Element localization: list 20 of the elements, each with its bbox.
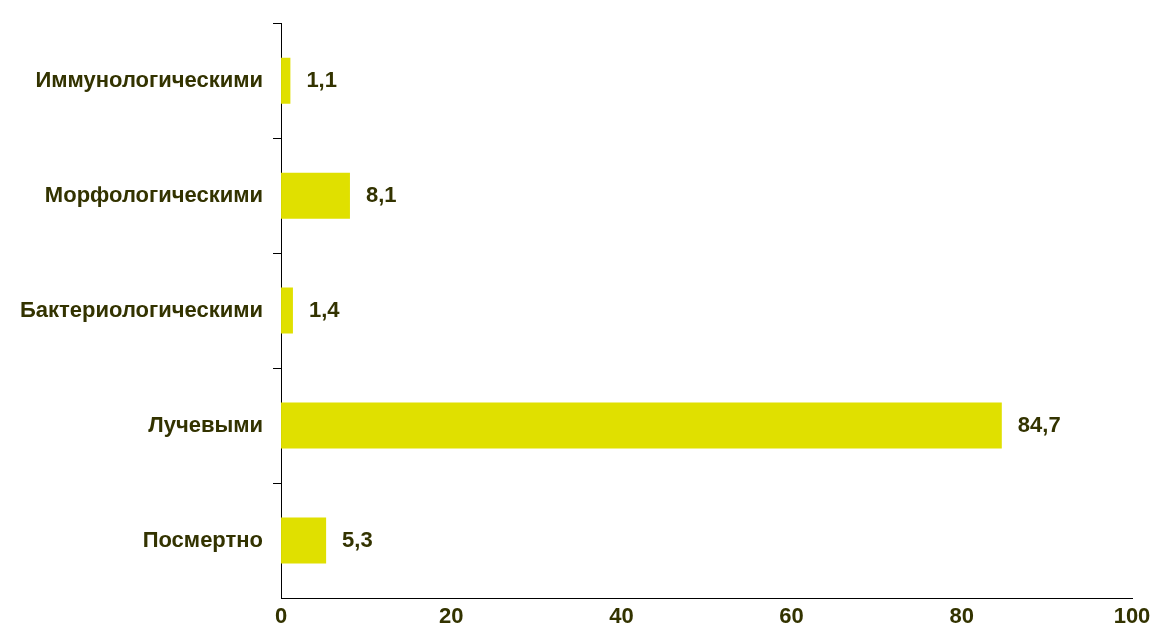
data-label: 5,3 xyxy=(342,526,373,552)
bar xyxy=(281,402,1002,449)
x-tick-label: 60 xyxy=(779,603,804,629)
x-tick-label: 40 xyxy=(609,603,634,629)
y-tick-label: Лучевыми xyxy=(148,411,264,437)
bar xyxy=(281,517,327,564)
x-tick-label: 100 xyxy=(1113,603,1151,629)
y-tick-label: Иммунологическими xyxy=(35,66,264,92)
y-tick-label: Посмертно xyxy=(142,526,264,552)
x-tick-label: 80 xyxy=(949,603,975,629)
bar xyxy=(281,172,350,219)
x-tick-label: 0 xyxy=(274,603,288,629)
data-label: 1,4 xyxy=(308,296,341,322)
x-tick-label: 20 xyxy=(438,603,464,629)
data-label: 84,7 xyxy=(1017,411,1061,437)
data-label: 8,1 xyxy=(365,181,397,207)
bar xyxy=(281,287,293,334)
data-label: 1,1 xyxy=(306,66,337,92)
y-tick-label: Морфологическими xyxy=(44,181,264,207)
y-tick-label: Бактериологическими xyxy=(19,296,264,322)
